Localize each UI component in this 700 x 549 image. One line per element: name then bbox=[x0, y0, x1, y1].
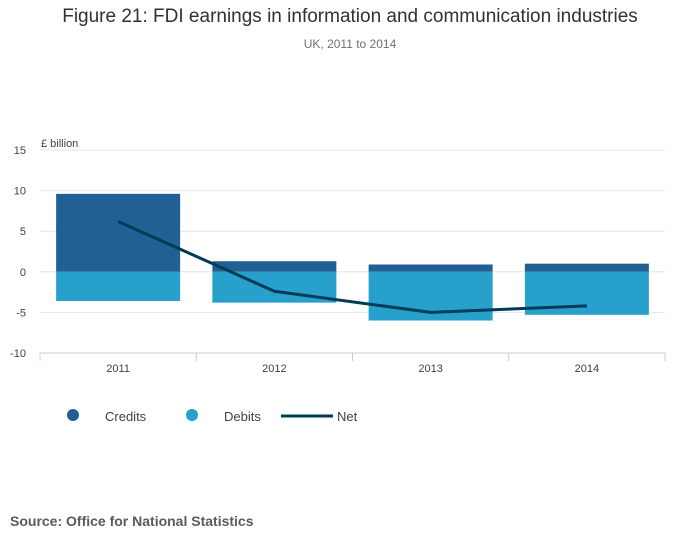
bar-debits bbox=[56, 271, 181, 302]
bar-credits bbox=[212, 261, 337, 272]
x-tick-label: 2011 bbox=[106, 363, 130, 375]
net-line bbox=[117, 220, 587, 314]
bar-credits bbox=[368, 264, 493, 272]
y-axis-label: £ billion bbox=[41, 138, 78, 150]
legend-item-credits[interactable]: Credits bbox=[67, 409, 147, 424]
y-tick-label: 15 bbox=[14, 145, 26, 157]
x-tick-label: 2013 bbox=[418, 363, 442, 375]
legend-label: Debits bbox=[224, 409, 261, 424]
line-net bbox=[117, 220, 587, 314]
chart-title: Figure 21: FDI earnings in information a… bbox=[62, 6, 638, 27]
y-tick-label: -5 bbox=[16, 307, 26, 319]
source-note: Source: Office for National Statistics bbox=[10, 513, 254, 529]
x-axis bbox=[39, 352, 666, 361]
legend-label: Credits bbox=[105, 409, 147, 424]
legend-swatch bbox=[186, 409, 198, 421]
y-tick-label: 5 bbox=[20, 226, 26, 238]
x-tick-label: 2014 bbox=[575, 363, 599, 375]
bar-credits bbox=[56, 193, 181, 272]
chart-subtitle: UK, 2011 to 2014 bbox=[303, 37, 397, 51]
bars bbox=[56, 193, 649, 321]
y-tick-labels: 15 10 5 0 -5 -10 bbox=[10, 145, 26, 360]
bar-credits bbox=[524, 263, 649, 272]
legend: Credits Debits Net bbox=[67, 409, 358, 424]
y-tick-label: 0 bbox=[20, 267, 26, 279]
y-tick-label: 10 bbox=[14, 186, 26, 198]
legend-swatch bbox=[67, 409, 79, 421]
x-tick-label: 2012 bbox=[262, 363, 286, 375]
legend-item-net[interactable]: Net bbox=[281, 409, 358, 424]
legend-item-debits[interactable]: Debits bbox=[186, 409, 261, 424]
y-tick-label: -10 bbox=[10, 348, 26, 360]
x-tick-labels: 2011 2012 2013 2014 bbox=[106, 363, 599, 375]
legend-label: Net bbox=[337, 409, 358, 424]
